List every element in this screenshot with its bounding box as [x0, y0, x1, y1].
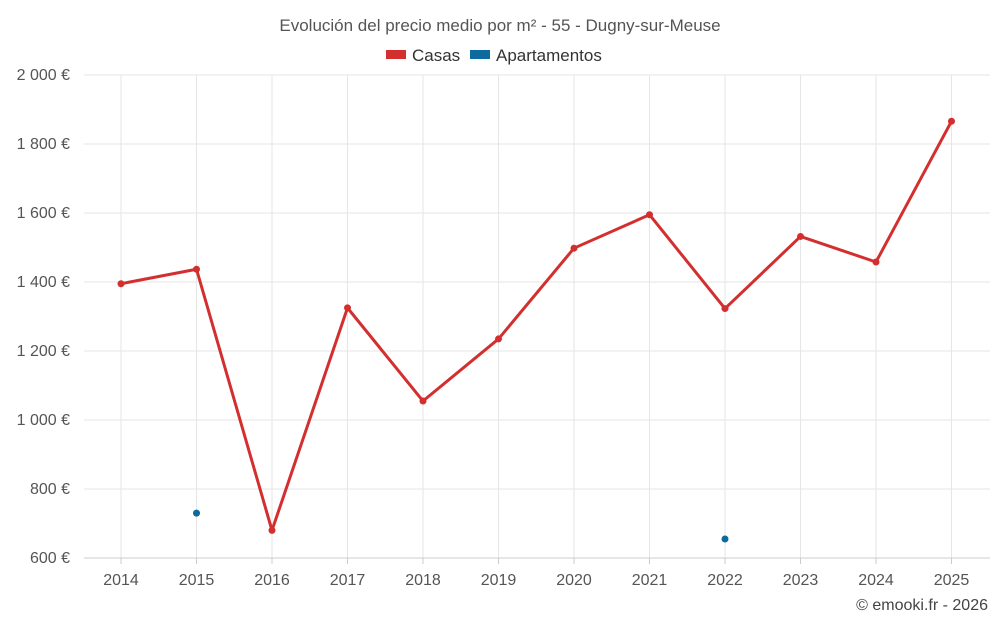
y-tick-label: 600 € [30, 550, 70, 567]
data-point-casas[interactable] [721, 305, 729, 313]
series-line-casas [120, 120, 953, 532]
y-tick-label: 1 400 € [17, 274, 70, 291]
x-tick-label: 2017 [330, 572, 366, 589]
credit-text: © emooki.fr - 2026 [856, 597, 988, 614]
y-tick-label: 800 € [30, 481, 70, 498]
data-point-casas[interactable] [495, 335, 502, 343]
y-tick-label: 2 000 € [17, 67, 70, 84]
x-tick-label: 2021 [632, 572, 668, 589]
legend-label-apartamentos: Apartamentos [496, 46, 602, 65]
data-point-casas[interactable] [797, 232, 804, 240]
x-tick-label: 2023 [783, 572, 819, 589]
series [117, 117, 955, 543]
y-tick-label: 1 200 € [17, 343, 70, 360]
x-tick-label: 2022 [707, 572, 743, 589]
legend: Casas Apartamentos [386, 46, 602, 65]
data-point-casas[interactable] [872, 258, 880, 266]
legend-item-apartamentos[interactable]: Apartamentos [470, 46, 602, 65]
legend-swatch-apartamentos [470, 50, 490, 59]
x-tick-label: 2018 [405, 572, 441, 589]
data-point-casas[interactable] [646, 211, 653, 219]
data-point-casas[interactable] [193, 265, 200, 273]
x-tick-label: 2024 [858, 572, 894, 589]
y-tick-label: 1 800 € [17, 136, 70, 153]
data-point-casas[interactable] [344, 304, 351, 312]
y-tick-label: 1 000 € [17, 412, 70, 429]
data-point-apartamentos[interactable] [721, 535, 729, 543]
grid [84, 74, 990, 559]
data-point-apartamentos[interactable] [193, 509, 200, 517]
x-tick-label: 2019 [481, 572, 517, 589]
chart-title: Evolución del precio medio por m² - 55 -… [279, 16, 720, 35]
x-tick-label: 2014 [103, 572, 139, 589]
data-point-casas[interactable] [419, 397, 427, 405]
x-tick-label: 2025 [934, 572, 970, 589]
legend-label-casas: Casas [412, 46, 460, 65]
data-point-casas[interactable] [948, 117, 955, 125]
x-tick-label: 2016 [254, 572, 290, 589]
x-tick-label: 2015 [179, 572, 215, 589]
data-point-casas[interactable] [117, 280, 125, 288]
legend-swatch-casas [386, 50, 406, 59]
data-point-casas[interactable] [268, 526, 276, 534]
data-point-casas[interactable] [570, 244, 578, 252]
x-tick-label: 2020 [556, 572, 592, 589]
axes: 600 € 800 € 1 000 € 1 200 € 1 400 € 1 600 € 1 … [17, 67, 990, 589]
legend-item-casas[interactable]: Casas [386, 46, 460, 65]
y-tick-label: 1 600 € [17, 205, 70, 222]
